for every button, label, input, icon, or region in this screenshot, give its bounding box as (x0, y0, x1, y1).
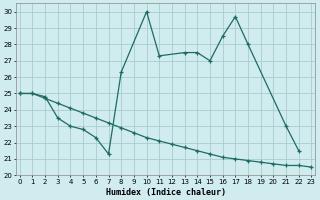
X-axis label: Humidex (Indice chaleur): Humidex (Indice chaleur) (106, 188, 226, 197)
